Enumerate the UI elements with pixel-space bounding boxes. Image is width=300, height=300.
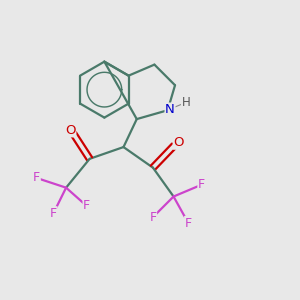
Text: F: F xyxy=(198,178,205,191)
Text: F: F xyxy=(33,172,40,184)
Text: O: O xyxy=(65,124,76,137)
Text: F: F xyxy=(185,217,192,230)
Text: H: H xyxy=(182,95,190,109)
Text: N: N xyxy=(165,103,175,116)
Text: F: F xyxy=(149,211,157,224)
Text: F: F xyxy=(50,207,57,220)
Text: O: O xyxy=(173,136,184,149)
Text: F: F xyxy=(83,200,90,212)
